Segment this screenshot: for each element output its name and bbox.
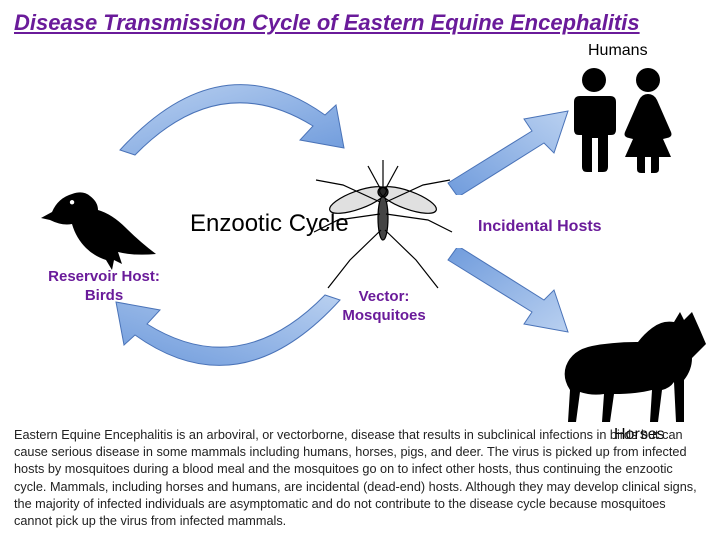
humans-icon bbox=[562, 64, 682, 174]
reservoir-host-label: Reservoir Host: Birds bbox=[48, 268, 160, 306]
arrow-to-humans bbox=[440, 105, 570, 195]
reservoir-line2: Birds bbox=[85, 287, 123, 304]
reservoir-line1: Reservoir Host: bbox=[48, 268, 160, 285]
description-text: Eastern Equine Encephalitis is an arbovi… bbox=[14, 427, 706, 530]
vector-line2: Mosquitoes bbox=[342, 307, 425, 324]
humans-label: Humans bbox=[588, 42, 648, 60]
horse-icon bbox=[552, 300, 712, 430]
page-title: Disease Transmission Cycle of Eastern Eq… bbox=[14, 10, 640, 36]
bird-icon bbox=[38, 160, 158, 270]
incidental-hosts-label: Incidental Hosts bbox=[478, 218, 602, 236]
vector-label: Vector: Mosquitoes bbox=[332, 288, 436, 326]
enzootic-cycle-label: Enzootic Cycle bbox=[190, 210, 349, 238]
arrow-to-horses bbox=[440, 248, 570, 338]
vector-line1: Vector: bbox=[359, 288, 410, 305]
